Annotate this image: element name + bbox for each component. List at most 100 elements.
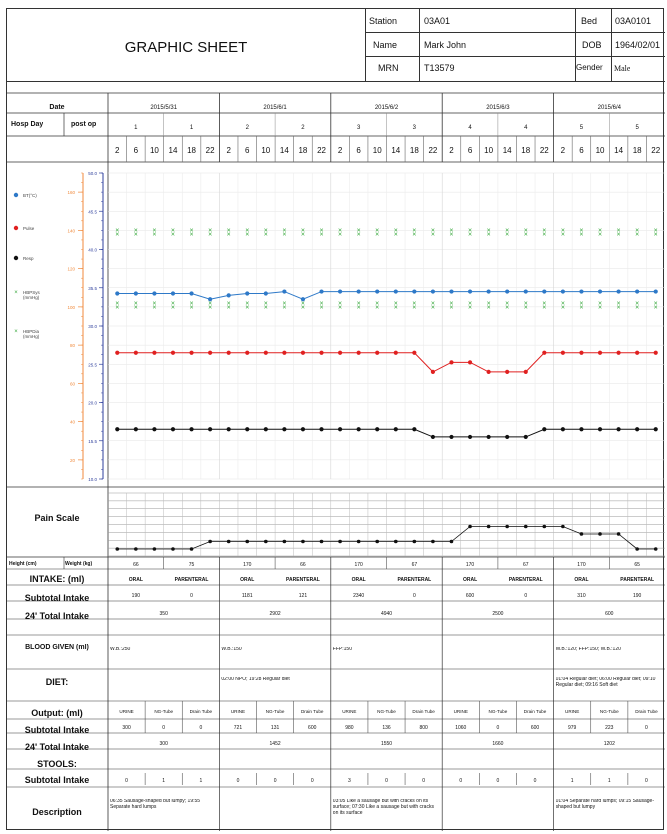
data-point [616, 350, 621, 355]
subtotal-output-cell: 1060 [455, 725, 466, 731]
right-axis-label: 10.0 [88, 477, 97, 482]
data-point [560, 289, 565, 294]
pain-point [486, 524, 491, 529]
pain-point [375, 539, 380, 544]
data-point: × [635, 304, 639, 311]
data-point: × [245, 228, 249, 235]
stool-cell: 0 [274, 778, 277, 784]
data-point [226, 427, 231, 432]
bed-label: Bed [581, 16, 598, 26]
data-point: × [357, 228, 361, 235]
data-point: × [264, 228, 268, 235]
data-point: × [338, 232, 342, 239]
weight-cell: 67 [412, 562, 418, 568]
data-point [542, 289, 547, 294]
data-point: × [152, 232, 156, 239]
right-axis-label: 20.0 [88, 401, 97, 406]
data-point: × [394, 232, 398, 239]
data-point [319, 289, 324, 294]
hosp-day-cell: 3 [357, 125, 361, 131]
data-point: × [282, 300, 286, 307]
intake-label: INTAKE: (ml) [29, 574, 85, 584]
urine-header: URINE [231, 709, 245, 714]
subtotal-intake-cell: 600 [466, 593, 475, 599]
data-point [523, 369, 528, 374]
total-intake-cell: 2500 [492, 611, 503, 617]
hour-cell: 22 [540, 146, 549, 155]
right-axis-label: 40.0 [88, 248, 97, 253]
pain-point [208, 539, 212, 544]
data-point: × [394, 304, 398, 311]
data-point: × [301, 232, 305, 239]
data-point [319, 427, 324, 432]
data-point [375, 350, 380, 355]
pain-point [115, 547, 120, 551]
pain-point [264, 539, 268, 544]
data-point: × [598, 304, 602, 311]
height-cell: 66 [133, 562, 139, 568]
data-point: × [357, 232, 361, 239]
data-point: × [468, 304, 472, 311]
data-point [467, 434, 473, 440]
total-output-cell: 300 [160, 741, 169, 747]
data-point [282, 350, 287, 355]
hour-cell: 6 [356, 146, 361, 155]
hour-cell: 14 [614, 146, 623, 155]
station-label: Station [369, 16, 398, 26]
pain-point [412, 539, 417, 544]
legend-marker: × [14, 290, 18, 296]
data-point: × [561, 232, 565, 239]
data-point: × [338, 228, 342, 235]
data-point: × [412, 228, 416, 235]
data-point: × [115, 232, 119, 239]
hour-cell: 14 [391, 146, 400, 155]
blood-given-cell: FFP:150 [332, 647, 352, 652]
data-point [486, 289, 491, 294]
date-cell: 2015/5/31 [150, 105, 177, 111]
data-point [152, 291, 157, 296]
legend-marker [13, 225, 19, 231]
data-point [170, 350, 176, 355]
hour-cell: 22 [651, 146, 660, 155]
header-bottom-line [7, 81, 665, 82]
post-op-cell: 5 [635, 125, 639, 131]
oral-header: ORAL [240, 577, 254, 583]
data-point [579, 350, 584, 355]
parenteral-header: PARENTERAL [286, 577, 320, 583]
pain-point [542, 524, 547, 529]
drain-tube-header: Drain Tube [412, 709, 435, 714]
hour-cell: 14 [280, 146, 289, 155]
data-point: × [171, 232, 175, 239]
left-axis-label: 80 [70, 343, 76, 348]
subtotal-intake-cell: 190 [633, 593, 642, 599]
drain-tube-header: Drain Tube [524, 709, 547, 714]
date-label: Date [49, 104, 65, 111]
left-axis-label: 40 [70, 420, 76, 425]
header-col-line [611, 9, 612, 81]
data-point [300, 297, 306, 302]
data-point: × [301, 300, 305, 307]
data-point: × [375, 228, 379, 235]
hosp-day-cell: 2 [246, 125, 250, 131]
data-point [597, 289, 603, 294]
date-cell: 2015/6/2 [375, 105, 399, 111]
data-point: × [152, 304, 156, 311]
data-point: × [134, 232, 138, 239]
height-cell: 170 [354, 562, 363, 568]
weight-cell: 65 [634, 562, 640, 568]
dob-label: DOB [582, 40, 602, 50]
data-point [300, 427, 306, 432]
data-point: × [654, 304, 658, 311]
data-point: × [190, 304, 194, 311]
data-point: × [505, 228, 509, 235]
name-label: Name [373, 40, 398, 50]
pain-point [226, 539, 231, 544]
series-line [117, 291, 656, 300]
data-point: × [319, 232, 323, 239]
data-point: × [227, 232, 231, 239]
gender-label: Gender [576, 63, 603, 72]
height-cell: 170 [577, 562, 586, 568]
weight-cell: 75 [189, 562, 195, 568]
parenteral-header: PARENTERAL [175, 577, 209, 583]
